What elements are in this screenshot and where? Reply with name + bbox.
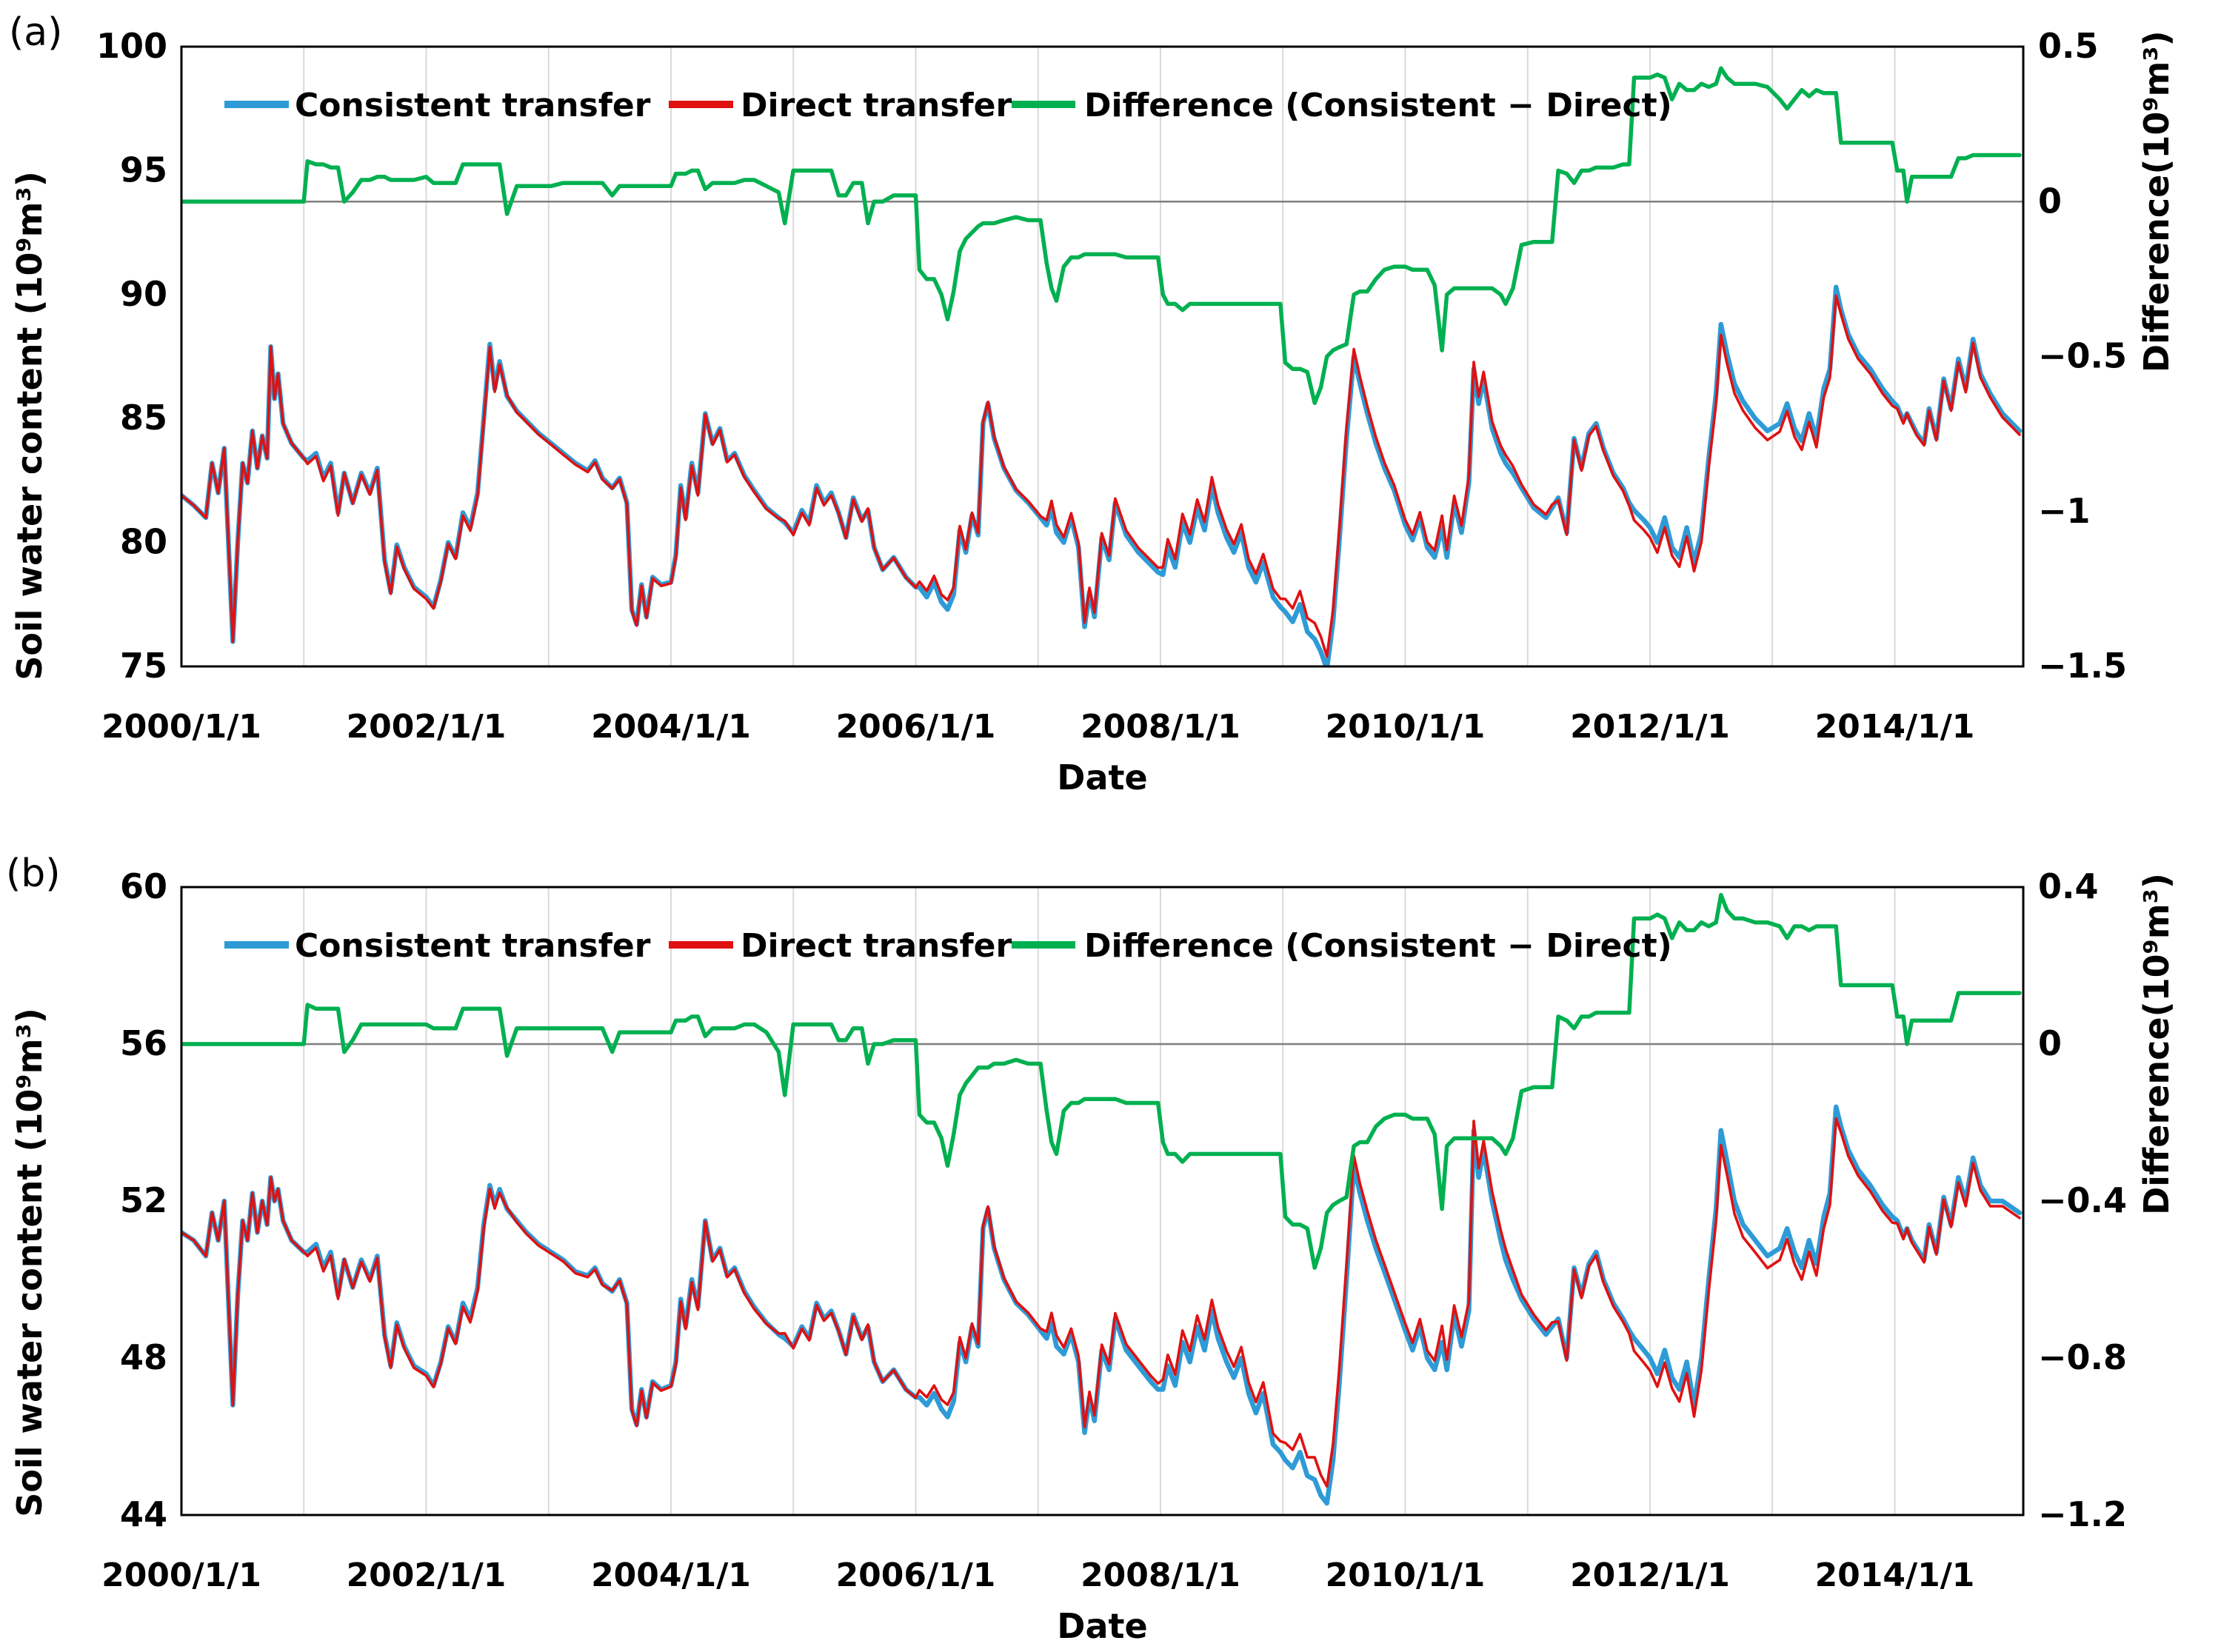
legend-label-difference: Difference (Consistent − Direct) (1084, 87, 1672, 124)
tick-left-52: 52 (120, 1180, 167, 1220)
y-right-axis-title: Difference(10⁹m³) (2137, 873, 2177, 1215)
tick-x-2004/1/1: 2004/1/1 (591, 708, 751, 746)
tick-x-2010/1/1: 2010/1/1 (1326, 1556, 1486, 1594)
tick-x-2014/1/1: 2014/1/1 (1815, 1556, 1975, 1594)
panel-a: 75 80 85 90 95 100 0.5 0 −0.5 −1 −1.5 2000/1/1 2002/… (10, 26, 2177, 797)
tick-x-2014/1/1: 2014/1/1 (1815, 708, 1975, 746)
tick-x-2012/1/1: 2012/1/1 (1570, 1556, 1730, 1594)
legend-label-difference: Difference (Consistent − Direct) (1084, 927, 1672, 965)
series-consistent-transfer (181, 284, 2023, 666)
tick-x-2006/1/1: 2006/1/1 (836, 1556, 996, 1594)
plot-border (180, 886, 2025, 1516)
tick-left-100: 100 (96, 26, 167, 66)
tick-right-0.4: 0.4 (2038, 866, 2099, 906)
x-axis-title: Date (1057, 1606, 1147, 1646)
tick-right-−0.4: −0.4 (2038, 1180, 2127, 1220)
series-direct-transfer (181, 1117, 2021, 1488)
plot-border (180, 45, 2025, 668)
tick-left-44: 44 (120, 1494, 167, 1534)
panel-b: 44 48 52 56 60 0.4 0 −0.4 −0.8 −1.2 2000/1/1 2002/1… (10, 866, 2177, 1646)
y-right-axis-title: Difference(10⁹m³) (2137, 30, 2177, 372)
tick-left-95: 95 (120, 150, 167, 190)
tick-x-2006/1/1: 2006/1/1 (836, 708, 996, 746)
series-consistent-transfer (181, 1104, 2023, 1506)
legend-label-direct: Direct transfer (741, 927, 1012, 965)
tick-right-−0.5: −0.5 (2038, 336, 2127, 376)
tick-x-2008/1/1: 2008/1/1 (1081, 708, 1240, 746)
legend-label-direct: Direct transfer (741, 87, 1012, 124)
tick-right-−1: −1 (2038, 491, 2091, 531)
tick-x-2002/1/1: 2002/1/1 (347, 708, 507, 746)
panel-b-label: (b) (6, 852, 61, 896)
tick-x-2002/1/1: 2002/1/1 (347, 1556, 507, 1594)
y-left-axis-title: Soil water content (10⁹m³) (10, 171, 50, 680)
legend-label-consistent: Consistent transfer (295, 927, 651, 965)
tick-right-0: 0 (2038, 181, 2062, 221)
legend: Consistent transfer Direct transfer Differ… (224, 927, 1672, 965)
tick-right-−0.8: −0.8 (2038, 1337, 2127, 1377)
tick-left-80: 80 (120, 522, 167, 562)
tick-x-2000/1/1: 2000/1/1 (101, 708, 261, 746)
tick-right-−1.5: −1.5 (2038, 646, 2127, 686)
tick-left-90: 90 (120, 274, 167, 314)
series-difference-consistent-direct (181, 66, 2022, 406)
tick-right-0.5: 0.5 (2038, 26, 2099, 66)
tick-x-2000/1/1: 2000/1/1 (101, 1556, 261, 1594)
panel-a-label: (a) (9, 10, 63, 55)
legend: Consistent transfer Direct transfer Differ… (224, 87, 1672, 124)
tick-left-60: 60 (120, 866, 167, 906)
tick-x-2008/1/1: 2008/1/1 (1081, 1556, 1240, 1594)
tick-left-56: 56 (120, 1023, 167, 1063)
tick-x-2004/1/1: 2004/1/1 (591, 1556, 751, 1594)
series-group (181, 892, 2023, 1506)
series-group (181, 66, 2023, 666)
tick-left-85: 85 (120, 398, 167, 438)
y-left-axis-title: Soil water content (10⁹m³) (10, 1008, 50, 1517)
tick-x-2012/1/1: 2012/1/1 (1570, 708, 1730, 746)
x-axis-title: Date (1057, 758, 1147, 797)
tick-x-2010/1/1: 2010/1/1 (1326, 708, 1486, 746)
series-difference-consistent-direct (181, 892, 2022, 1270)
tick-left-75: 75 (120, 646, 167, 686)
legend-label-consistent: Consistent transfer (295, 87, 651, 124)
tick-right-−1.2: −1.2 (2038, 1494, 2127, 1534)
tick-right-0: 0 (2038, 1023, 2062, 1063)
tick-left-48: 48 (120, 1337, 167, 1377)
series-direct-transfer (181, 294, 2021, 658)
